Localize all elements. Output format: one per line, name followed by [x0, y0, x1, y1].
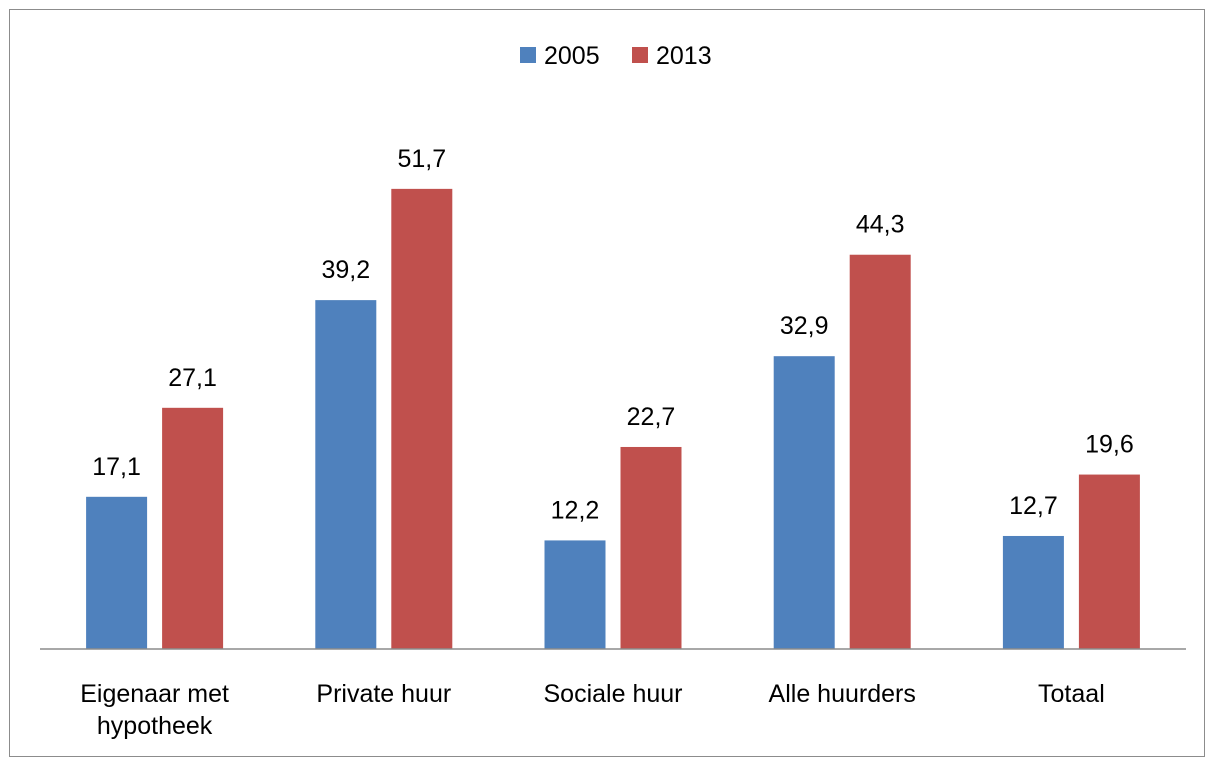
value-label-2005-4: 12,7	[1009, 492, 1058, 520]
value-label-2005-3: 32,9	[780, 312, 829, 340]
bars	[86, 188, 1140, 650]
value-label-2005-2: 12,2	[551, 496, 600, 524]
bar-2005-1	[315, 300, 377, 649]
legend-label-2005: 2005	[544, 42, 600, 70]
value-label-2005-0: 17,1	[92, 453, 141, 481]
legend: 2005 2013	[520, 42, 712, 70]
value-labels: 17,1 27,1 39,2 51,7 12,2 22,7 32,9 44,3 12,7 19,6	[92, 145, 1133, 525]
value-label-2013-1: 51,7	[397, 145, 446, 173]
value-label-2013-2: 22,7	[627, 403, 676, 431]
bar-2005-4	[1002, 535, 1064, 649]
x-tick-label-0-line-1: hypotheek	[97, 712, 213, 740]
bar-2013-1	[391, 188, 453, 649]
bar-2013-4	[1078, 474, 1140, 649]
x-axis-labels: Eigenaar met hypotheek Private huur Sociale…	[80, 680, 1105, 740]
value-label-2013-3: 44,3	[856, 211, 905, 239]
bar-2005-3	[773, 356, 835, 649]
x-tick-label-4: Totaal	[1038, 680, 1105, 708]
x-tick-label-2: Sociale huur	[544, 680, 683, 708]
x-tick-label-3: Alle huurders	[769, 680, 916, 708]
x-tick-label-0-line-0: Eigenaar met	[80, 680, 229, 708]
value-label-2013-4: 19,6	[1085, 431, 1134, 459]
value-label-2005-1: 39,2	[321, 256, 370, 284]
bar-2013-0	[162, 407, 224, 649]
legend-swatch-2013	[632, 47, 648, 63]
bar-2013-2	[620, 446, 682, 649]
legend-swatch-2005	[520, 47, 536, 63]
value-label-2013-0: 27,1	[168, 364, 217, 392]
x-tick-label-1: Private huur	[316, 680, 451, 708]
bar-2005-2	[544, 540, 606, 649]
bar-2005-0	[86, 496, 148, 649]
legend-label-2013: 2013	[656, 42, 712, 70]
bar-2013-3	[849, 254, 911, 650]
